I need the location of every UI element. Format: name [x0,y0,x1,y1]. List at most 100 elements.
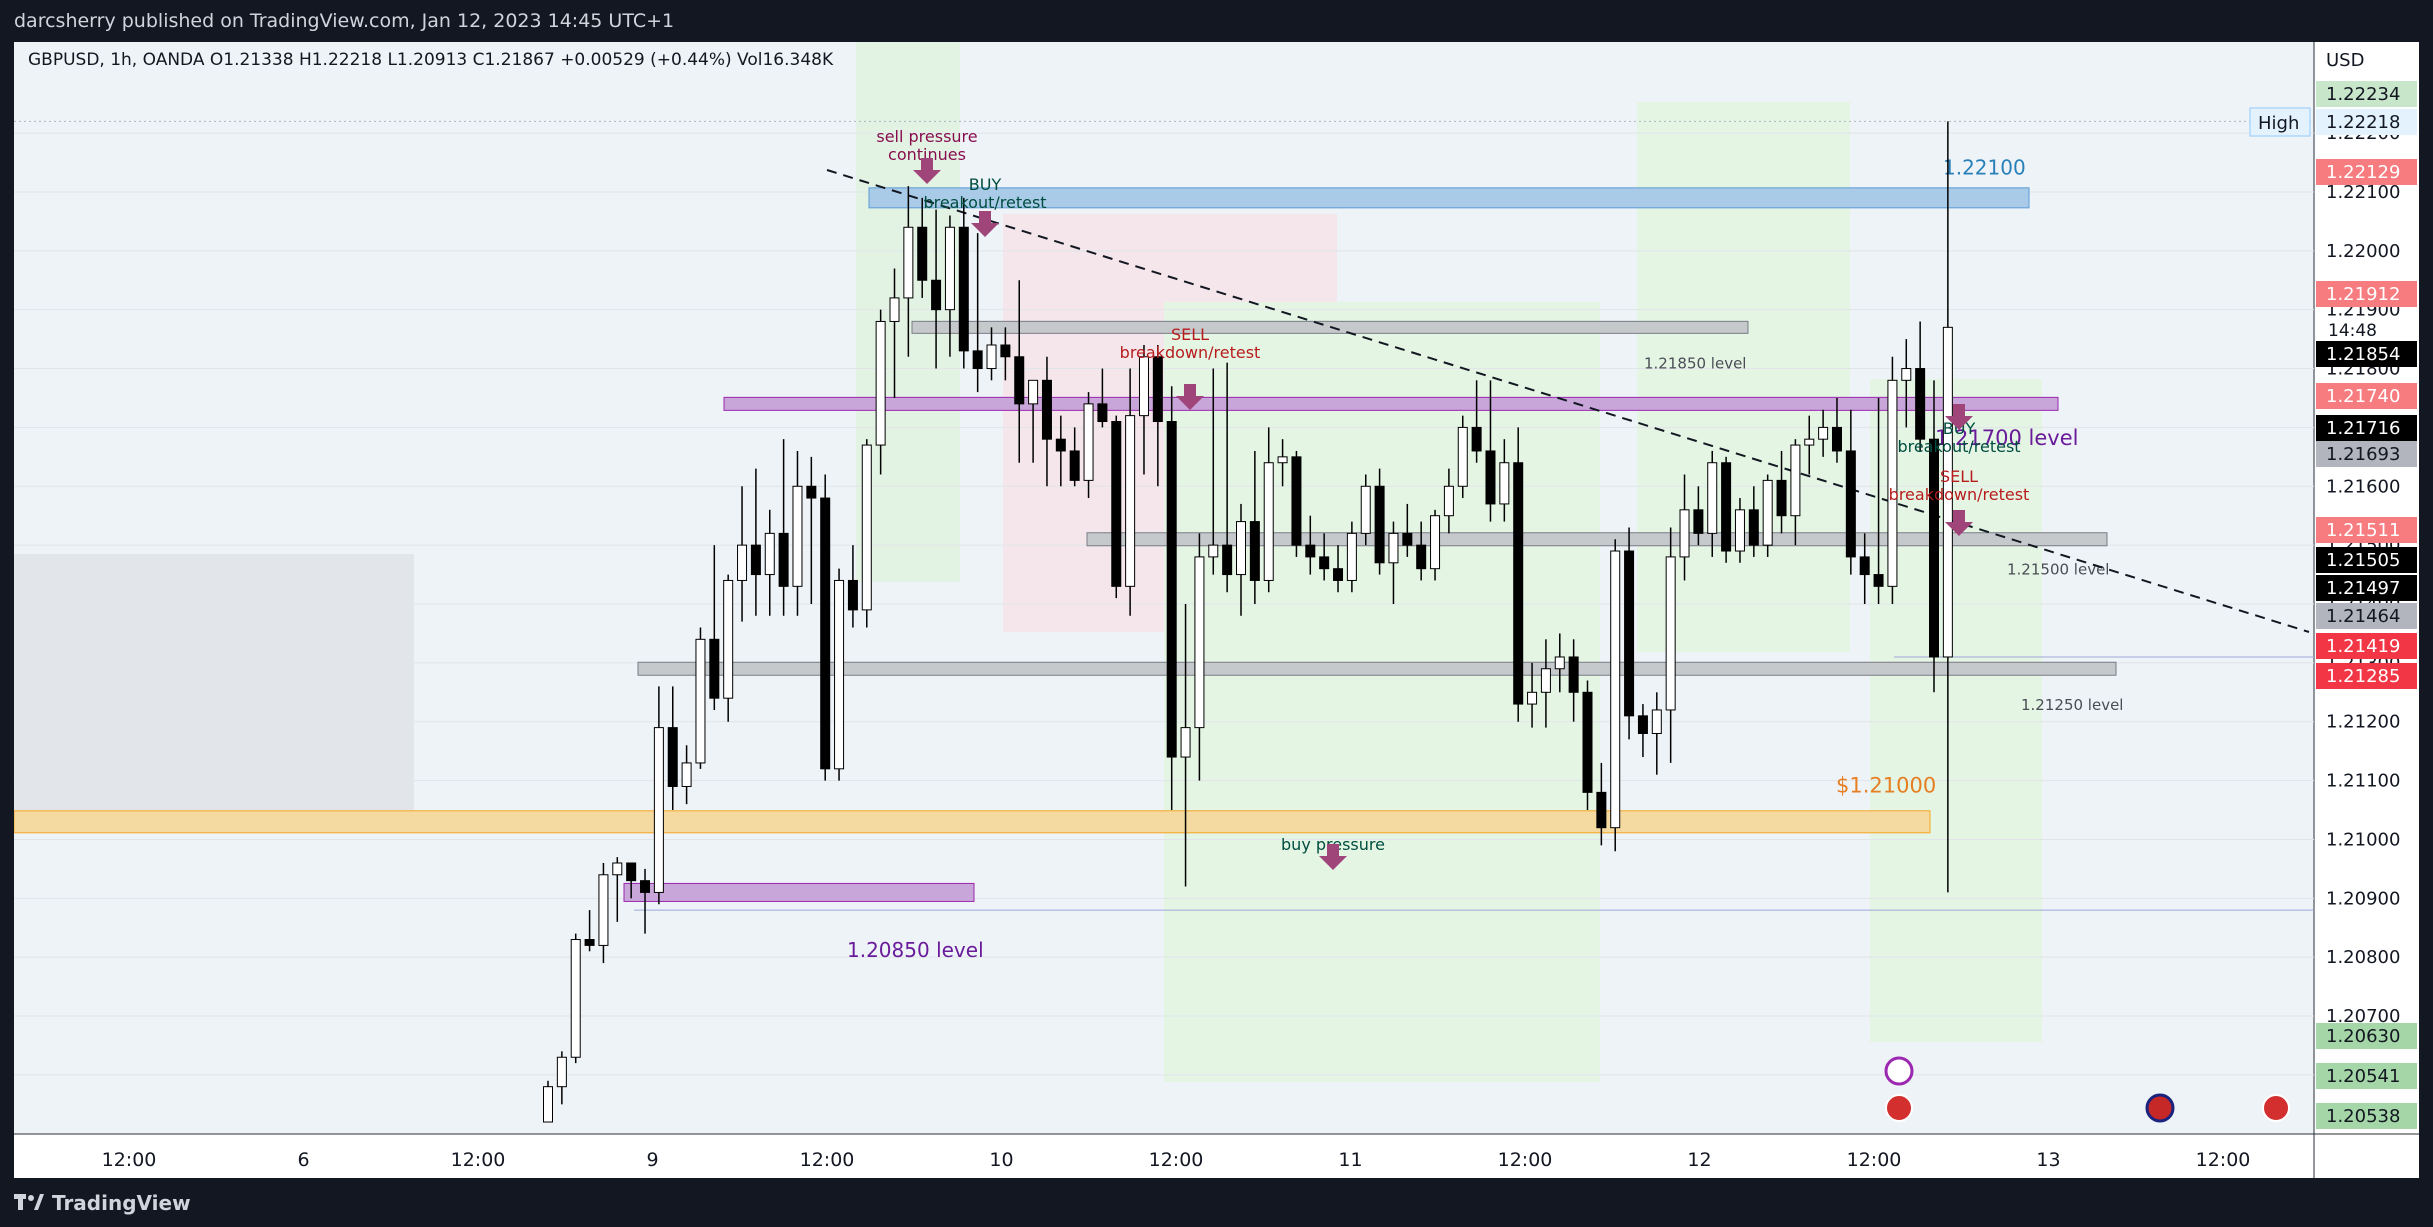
candle-28[interactable] [931,209,942,369]
annotation-3[interactable]: buy pressure [1281,835,1385,870]
us-flag-icon-2[interactable] [2262,1094,2290,1122]
candle-14[interactable] [737,486,748,622]
candle-7[interactable] [640,868,651,934]
candle-91[interactable] [1804,415,1815,475]
candle-38[interactable] [1069,427,1080,487]
flash-event-icon[interactable] [1884,1056,1914,1086]
candle-70[interactable] [1513,427,1524,722]
candle-51[interactable] [1249,450,1260,604]
candle-63[interactable] [1416,521,1427,581]
candle-52[interactable] [1263,427,1274,593]
candle-24[interactable] [875,309,886,475]
candle-59[interactable] [1360,474,1371,546]
candle-73[interactable] [1554,633,1565,693]
candle-36[interactable] [1041,356,1052,487]
candle-2[interactable] [570,933,581,1064]
candle-11[interactable] [695,627,706,769]
candle-84[interactable] [1707,450,1718,557]
candle-18[interactable] [792,450,803,616]
candle-41[interactable] [1111,415,1122,599]
candle-39[interactable] [1083,392,1094,499]
candle-96[interactable] [1873,397,1884,604]
candle-69[interactable] [1499,439,1510,522]
level-box-0[interactable] [868,187,2030,209]
candle-12[interactable] [709,545,720,710]
candle-62[interactable] [1402,503,1413,557]
candle-44[interactable] [1152,345,1163,487]
candle-72[interactable] [1540,639,1551,728]
level-box-6[interactable] [623,882,975,902]
candle-76[interactable] [1596,762,1607,846]
candle-47[interactable] [1194,533,1205,781]
candle-45[interactable] [1166,386,1177,811]
candle-55[interactable] [1305,515,1316,575]
candle-23[interactable] [861,439,872,628]
candle-93[interactable] [1831,397,1842,463]
candle-27[interactable] [917,197,928,298]
candle-90[interactable] [1790,439,1801,546]
candle-21[interactable] [834,568,845,781]
candle-22[interactable] [847,545,858,628]
candle-46[interactable] [1180,604,1191,887]
candle-79[interactable] [1637,704,1648,758]
candle-20[interactable] [820,474,831,781]
candle-75[interactable] [1582,680,1593,811]
candle-16[interactable] [764,509,775,616]
candle-95[interactable] [1859,533,1870,604]
candle-3[interactable] [584,910,595,952]
us-flag-icon[interactable] [1885,1094,1913,1122]
candle-25[interactable] [889,268,900,398]
candle-64[interactable] [1430,509,1441,581]
candle-6[interactable] [626,862,637,899]
candle-40[interactable] [1097,368,1108,428]
candle-37[interactable] [1055,415,1066,487]
candle-85[interactable] [1721,456,1732,563]
candle-34[interactable] [1014,280,1025,463]
candle-94[interactable] [1845,409,1856,575]
candle-8[interactable] [653,686,664,905]
candle-78[interactable] [1624,527,1635,740]
candle-60[interactable] [1374,468,1385,575]
candle-58[interactable] [1346,521,1357,593]
candle-50[interactable] [1236,503,1246,616]
level-box-4[interactable] [637,661,2117,676]
candle-57[interactable] [1333,545,1344,593]
candle-15[interactable] [750,468,761,616]
trendline[interactable] [826,169,2310,633]
candle-66[interactable] [1457,415,1468,499]
candle-13[interactable] [723,574,734,722]
candle-99[interactable] [1915,321,1926,451]
candle-9[interactable] [667,686,678,811]
candle-43[interactable] [1138,345,1149,475]
candle-10[interactable] [681,745,692,805]
candle-53[interactable] [1277,439,1288,487]
candle-17[interactable] [778,439,789,616]
candle-101[interactable] [1942,121,1953,893]
candle-56[interactable] [1319,533,1330,581]
uk-flag-icon[interactable] [2145,1093,2175,1123]
candle-29[interactable] [944,215,955,357]
candle-100[interactable] [1929,380,1939,693]
candle-35[interactable] [1028,379,1039,463]
candle-80[interactable] [1651,692,1662,775]
candle-89[interactable] [1776,450,1787,534]
level-box-5[interactable] [14,810,1931,834]
candle-74[interactable] [1568,639,1579,722]
candle-68[interactable] [1485,380,1496,522]
candle-33[interactable] [1000,327,1011,381]
candle-49[interactable] [1222,362,1233,593]
candle-86[interactable] [1734,498,1745,563]
candle-65[interactable] [1443,468,1454,534]
candle-77[interactable] [1610,539,1621,852]
candle-31[interactable] [972,233,983,393]
candle-92[interactable] [1818,409,1829,457]
candle-67[interactable] [1471,380,1482,463]
candle-82[interactable] [1679,474,1690,581]
candle-4[interactable] [598,863,609,964]
candle-61[interactable] [1388,521,1399,604]
